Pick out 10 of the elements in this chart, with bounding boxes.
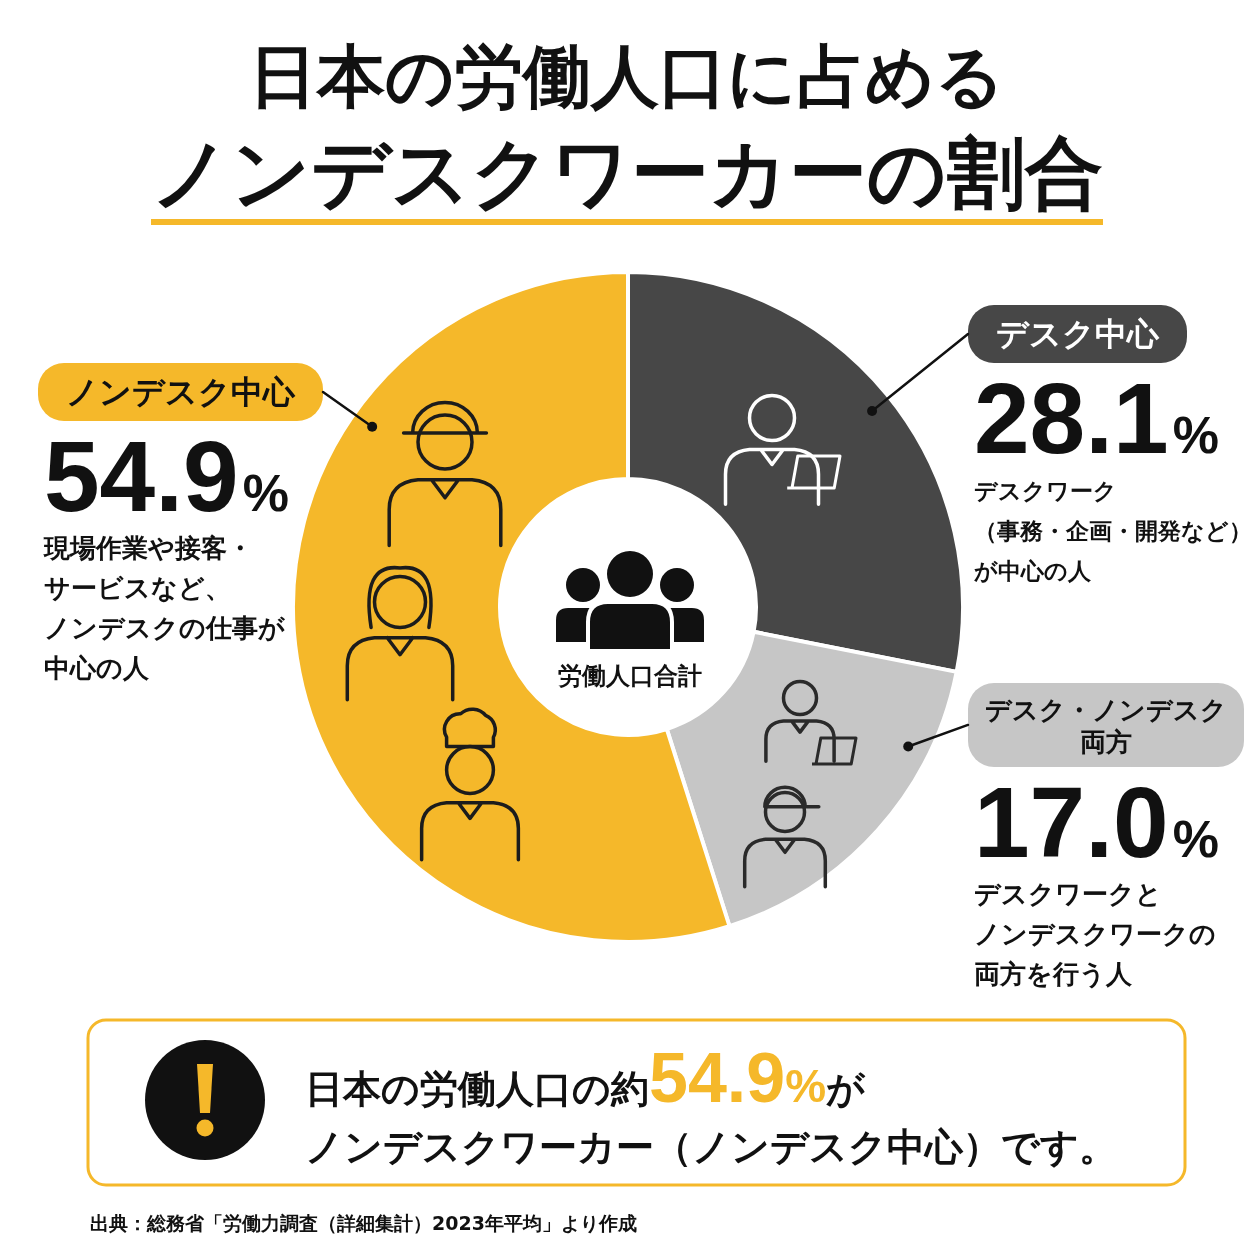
text: 日本の労働人口の約54.9%がノンデスクワーカー（ノンデスク中心）です。 [305, 1039, 1117, 1169]
data-label: 54.9% [44, 420, 289, 532]
slice-label: デスク・ノンデスク両方 [985, 694, 1227, 757]
slice-label: デスク中心 [996, 315, 1160, 354]
source-note: 出典：総務省「労働力調査（詳細集計）2023年平均」より作成 [90, 1212, 637, 1234]
text: 労働人口合計 [558, 662, 702, 690]
slice-label: ノンデスク中心 [66, 373, 296, 412]
data-label: 28.1% [974, 362, 1219, 474]
data-label: 17.0% [974, 765, 1219, 878]
title: 日本の労働人口に占めるノンデスクワーカーの割合 [151, 37, 1103, 218]
